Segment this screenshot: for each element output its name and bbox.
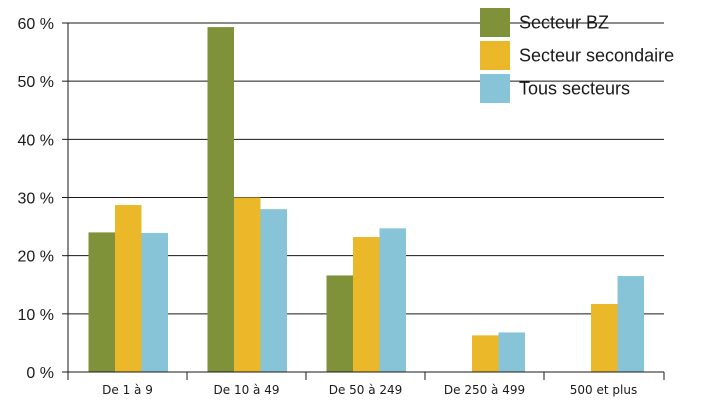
legend-swatch [480, 8, 510, 37]
bar [88, 232, 115, 372]
y-tick-label: 0 % [26, 365, 54, 382]
legend-swatch [480, 41, 510, 70]
bar [591, 303, 618, 372]
y-tick-label: 50 % [18, 74, 54, 91]
y-tick-label: 20 % [18, 249, 54, 266]
bar [617, 276, 644, 372]
x-tick-label: De 50 à 249 [329, 383, 403, 397]
legend-swatch [480, 74, 510, 103]
bar [498, 332, 525, 372]
y-tick-label: 40 % [18, 132, 54, 149]
bar [326, 275, 353, 372]
legend-label: Tous secteurs [519, 79, 630, 99]
y-tick-label: 30 % [18, 191, 54, 208]
x-tick-label: De 1 à 9 [102, 383, 153, 397]
x-tick-label: De 250 à 499 [444, 383, 525, 397]
x-tick-label: 500 et plus [570, 383, 637, 397]
bar [260, 209, 287, 372]
bar [115, 205, 142, 372]
x-tick-label: De 10 à 49 [214, 383, 280, 397]
bar [379, 228, 406, 372]
bar [141, 232, 168, 372]
y-tick-label: 60 % [18, 16, 54, 33]
legend-label: Secteur BZ [519, 13, 609, 33]
bar [234, 197, 261, 372]
bar [472, 335, 499, 372]
bar [207, 27, 234, 373]
legend-label: Secteur secondaire [519, 46, 674, 66]
y-tick-label: 10 % [18, 307, 54, 324]
bar [353, 237, 380, 372]
